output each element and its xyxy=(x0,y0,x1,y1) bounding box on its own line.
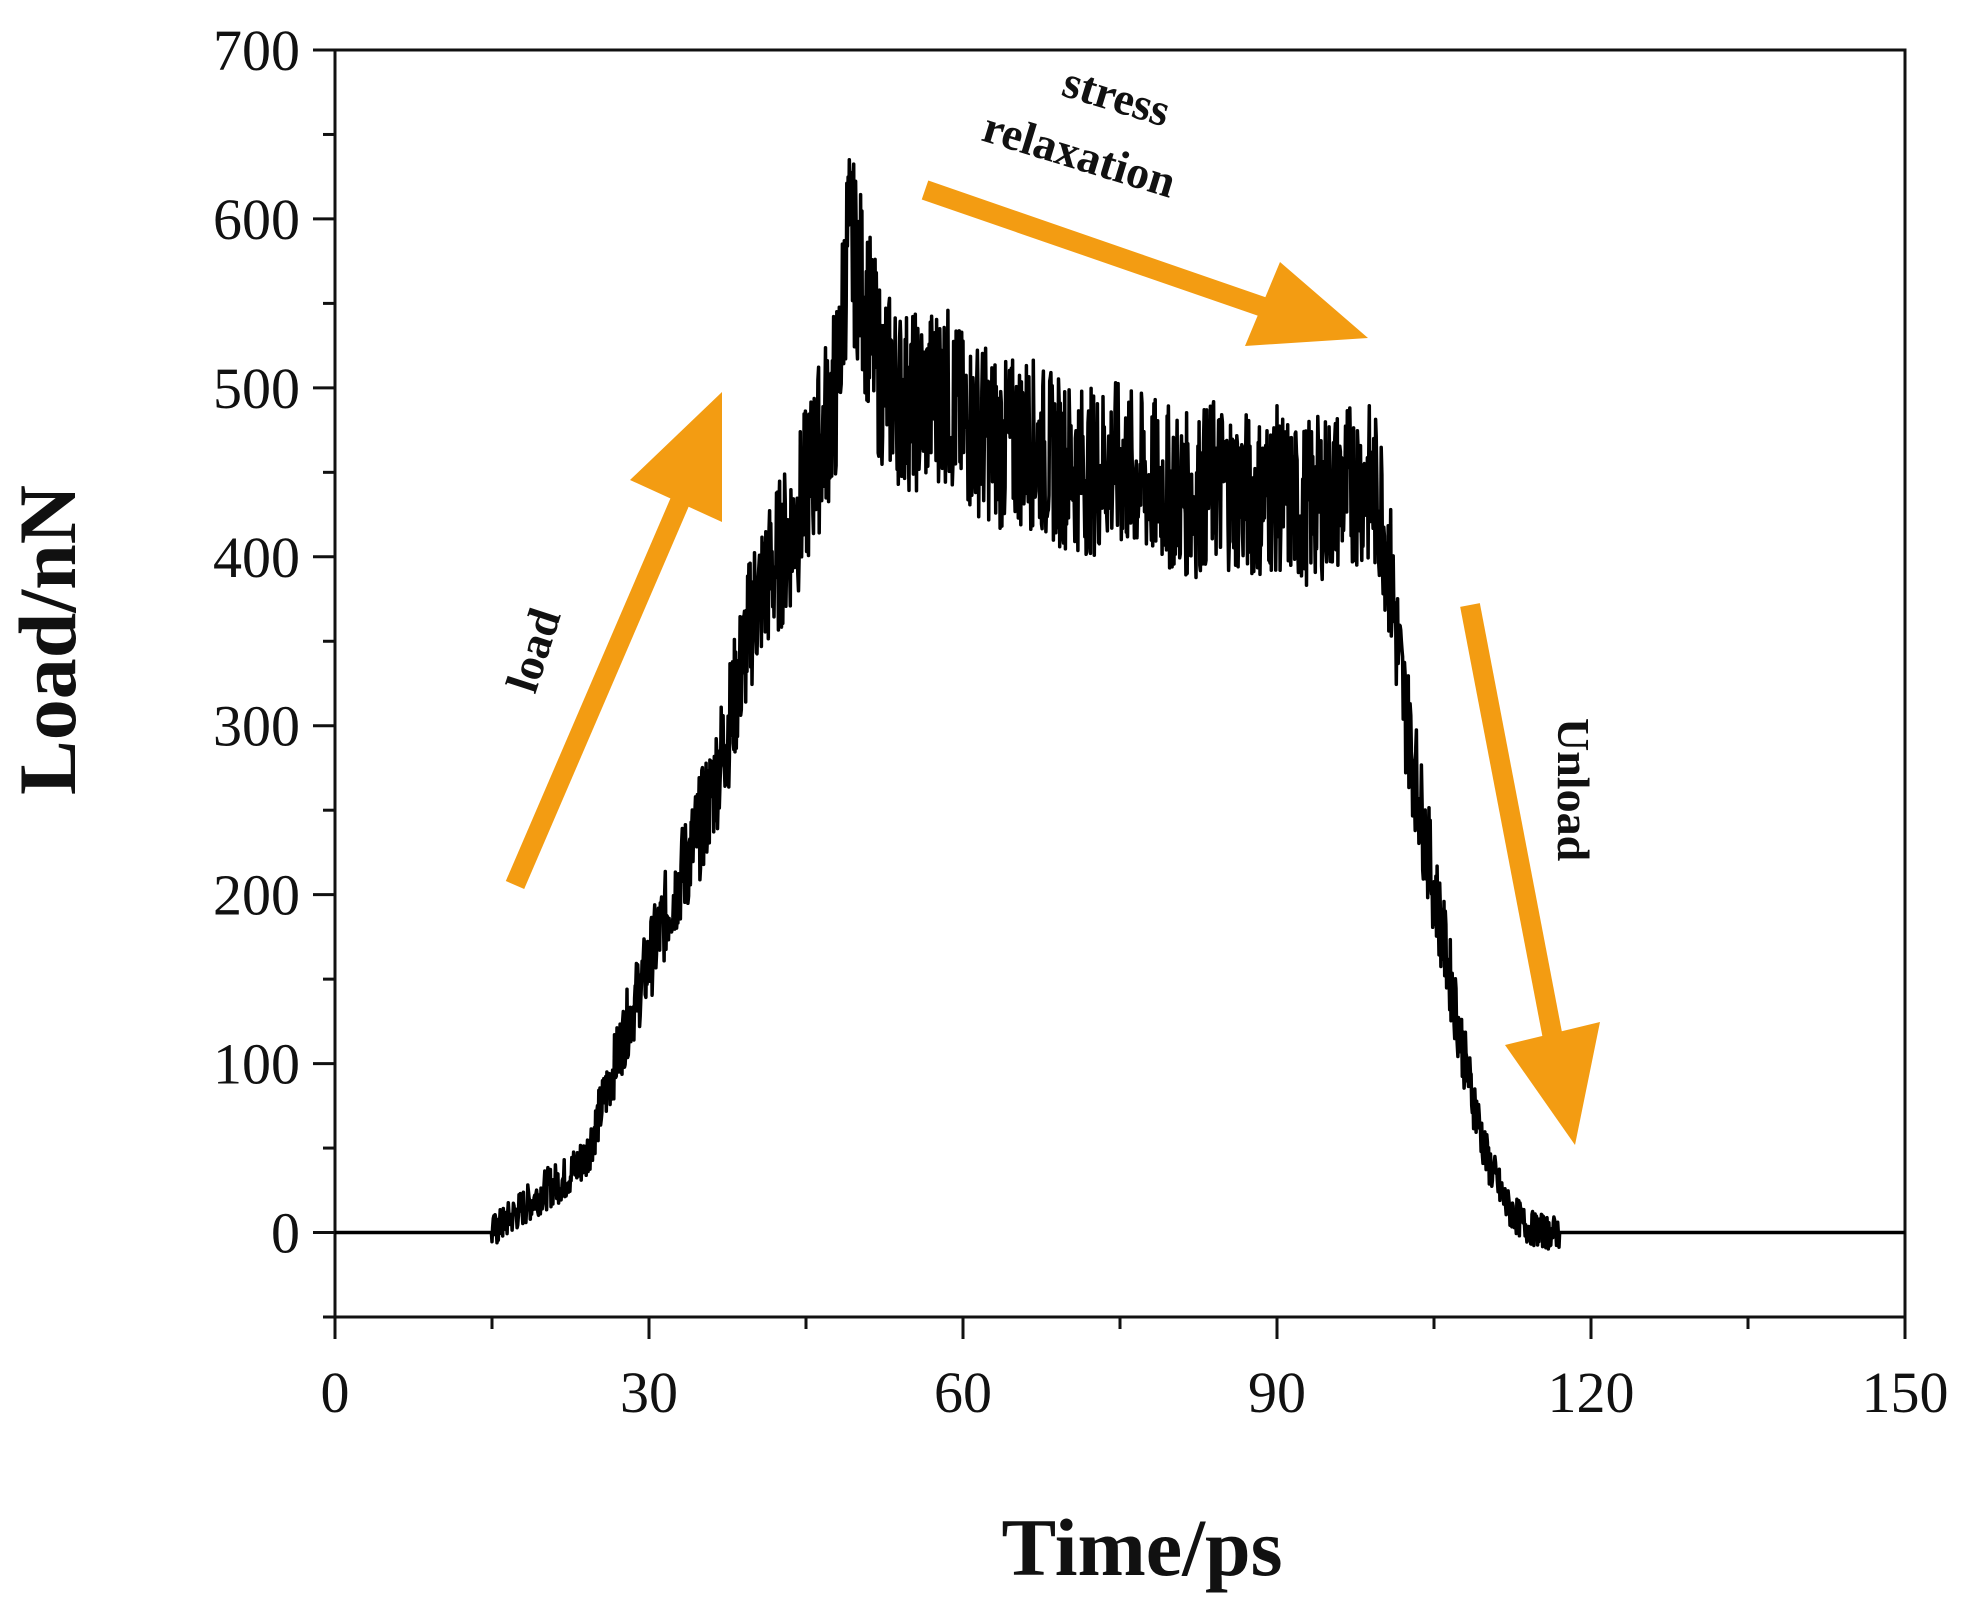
y-tick-label: 100 xyxy=(213,1032,300,1097)
y-tick-label: 200 xyxy=(213,863,300,928)
y-tick-label: 600 xyxy=(213,187,300,252)
stress-relaxation-arrow-head xyxy=(1245,262,1368,346)
plot-frame xyxy=(333,48,1907,1319)
annotation-arrows xyxy=(505,180,1600,1145)
load-series-line xyxy=(333,157,1907,1251)
y-tick-label: 300 xyxy=(213,694,300,759)
unload-annotation: Unload xyxy=(1548,718,1599,862)
unload-arrow-head xyxy=(1505,1022,1600,1145)
y-tick-label: 0 xyxy=(271,1201,300,1266)
load-arrow-shaft xyxy=(505,451,710,889)
x-tick-label: 60 xyxy=(934,1360,992,1425)
x-tick-label: 90 xyxy=(1248,1360,1306,1425)
stress-relaxation-arrow-shaft xyxy=(921,180,1299,328)
axis-tick-labels: 0 30 60 90 120 150 0 100 200 300 400 500 600 700 xyxy=(213,18,1949,1425)
stress-annotation: stress xyxy=(1057,56,1176,137)
load-arrow-head xyxy=(630,392,722,522)
x-tick-label: 150 xyxy=(1862,1360,1949,1425)
y-tick-label: 400 xyxy=(213,525,300,590)
axis-ticks xyxy=(313,48,1907,1339)
load-annotation: load xyxy=(496,602,571,698)
y-axis-title: Load/nN xyxy=(2,485,93,795)
x-tick-label: 120 xyxy=(1548,1360,1635,1425)
x-axis-title: Time/ps xyxy=(1002,1502,1283,1593)
x-tick-label: 0 xyxy=(321,1360,350,1425)
unload-arrow-shaft xyxy=(1460,603,1570,1077)
y-tick-label: 500 xyxy=(213,356,300,421)
x-tick-label: 30 xyxy=(620,1360,678,1425)
y-tick-label: 700 xyxy=(213,18,300,83)
